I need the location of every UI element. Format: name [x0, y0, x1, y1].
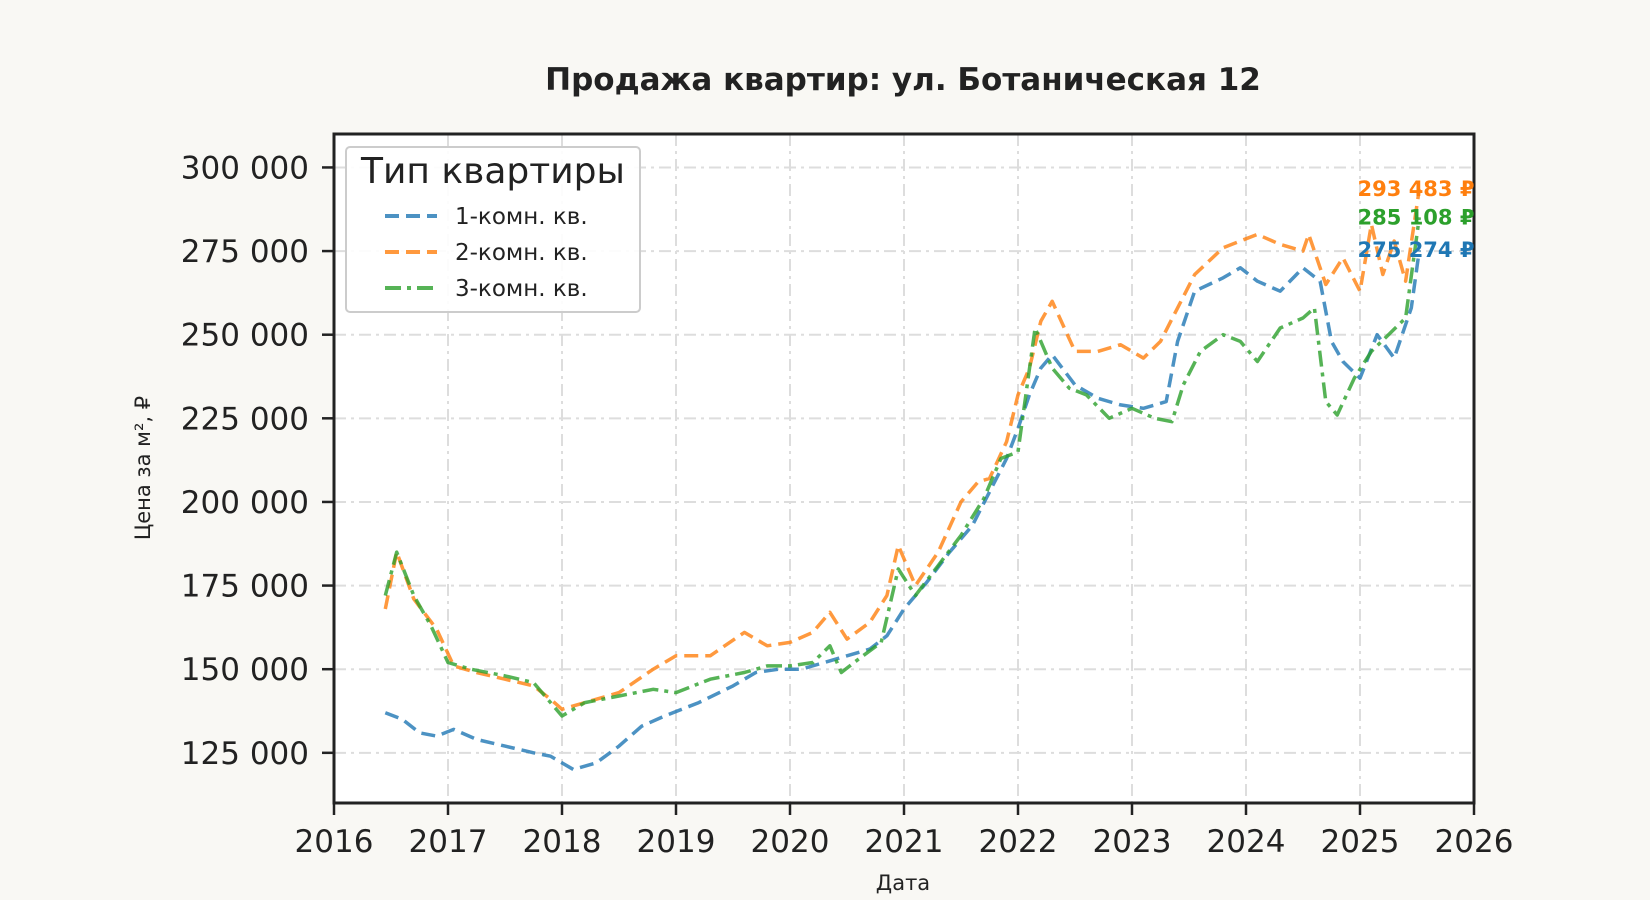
series-lines: [383, 188, 1422, 772]
legend-box: [345, 146, 641, 313]
end-label-2: 293 483 ₽: [1358, 177, 1475, 201]
x-axis-label: Дата: [876, 871, 930, 895]
chart-title: Продажа квартир: ул. Ботаническая 12: [545, 62, 1261, 98]
y-tick-label: 300 000: [181, 150, 309, 186]
x-tick-label: 2026: [1435, 824, 1514, 860]
x-tick-label: 2022: [979, 824, 1058, 860]
x-tick-label: 2018: [523, 824, 602, 860]
x-tick-label: 2016: [295, 824, 374, 860]
legend-label-3: 3-комн. кв.: [455, 276, 588, 302]
x-tick-label: 2023: [1093, 824, 1172, 860]
legend-entries: 1-комн. кв. 2-комн. кв. 3-комн. кв.: [385, 204, 588, 302]
end-labels: 275 274 ₽ 293 483 ₽ 285 108 ₽: [1358, 177, 1475, 262]
end-label-3: 285 108 ₽: [1358, 205, 1475, 229]
end-label-1: 275 274 ₽: [1358, 238, 1475, 262]
series-line-3: [383, 217, 1422, 718]
y-tick-label: 150 000: [181, 652, 309, 688]
x-tick-label: 2019: [637, 824, 716, 860]
x-tick-label: 2017: [409, 824, 488, 860]
y-tick-label: 250 000: [181, 318, 309, 354]
x-tick-label: 2020: [751, 824, 830, 860]
y-tick-label: 125 000: [181, 736, 309, 772]
series-line-2: [383, 188, 1422, 712]
series-line-1: [384, 249, 1422, 772]
legend-label-1: 1-комн. кв.: [455, 204, 588, 230]
axis-ticks: 2016 2017 2018 2019 2020 2021 2022 2023 2024 2025…: [181, 150, 1514, 860]
legend-title: Тип квартиры: [360, 151, 625, 192]
x-tick-label: 2024: [1207, 824, 1286, 860]
legend-label-2: 2-комн. кв.: [455, 240, 588, 266]
grid: [333, 134, 1475, 803]
y-tick-label: 225 000: [181, 401, 309, 437]
legend: Тип квартиры 1-комн. кв. 2-комн. кв. 3-ком…: [345, 146, 641, 313]
y-tick-label: 200 000: [181, 485, 309, 521]
x-tick-label: 2025: [1321, 824, 1400, 860]
y-tick-label: 175 000: [181, 569, 309, 605]
y-tick-label: 275 000: [181, 234, 309, 270]
y-axis-label: Цена за м², ₽: [131, 396, 155, 540]
x-tick-label: 2021: [865, 824, 944, 860]
